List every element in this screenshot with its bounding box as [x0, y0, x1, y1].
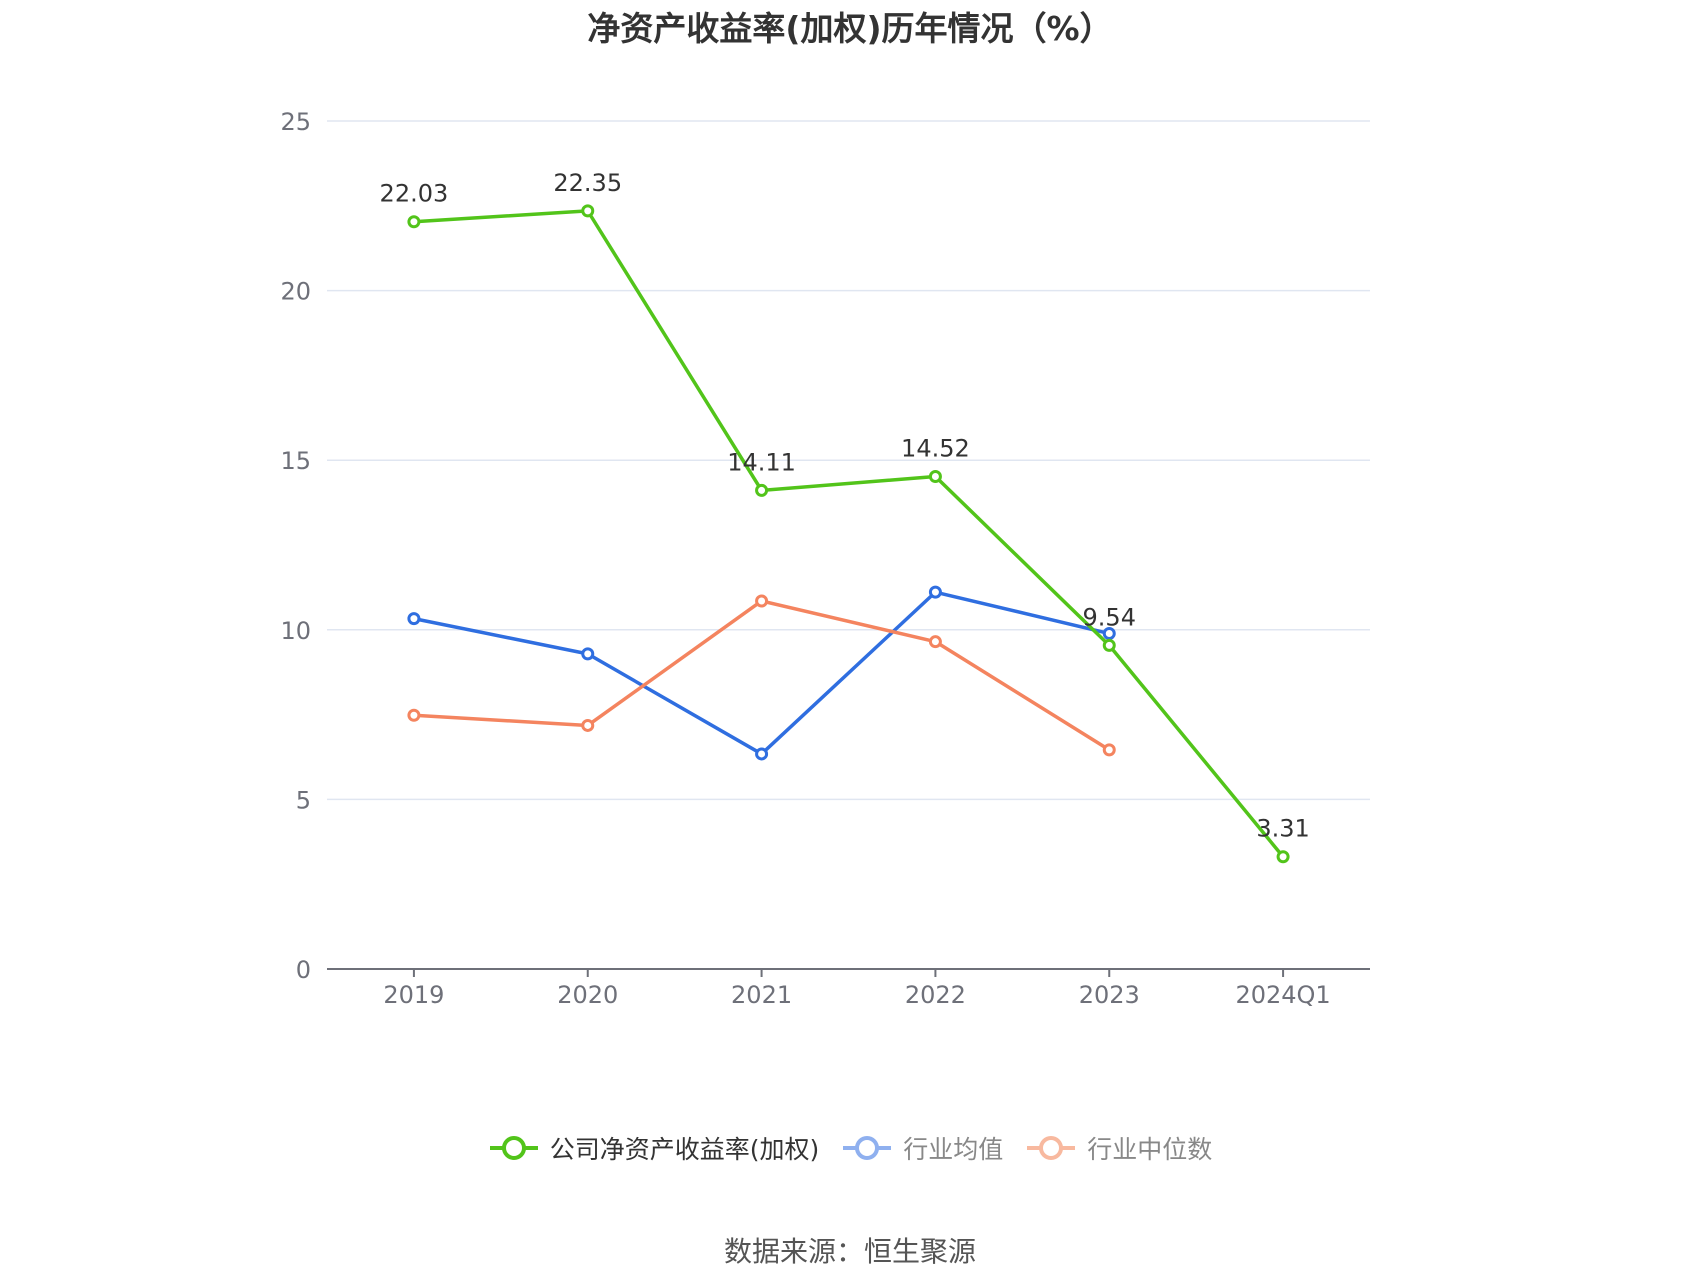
data-point: [581, 718, 595, 732]
data-source: 数据来源：恒生聚源: [723, 1235, 976, 1268]
y-tick-label: 0: [296, 956, 311, 984]
legend-label: 行业中位数: [1087, 1135, 1213, 1164]
data-label: 3.31: [1256, 815, 1309, 843]
x-tick-label: 2020: [557, 981, 618, 1009]
y-tick-label: 20: [280, 278, 311, 306]
chart-title: 净资产收益率(加权)历年情况（%）: [587, 9, 1113, 48]
data-label: 14.52: [901, 434, 970, 462]
data-point: [928, 469, 942, 483]
data-point: [407, 612, 421, 626]
y-tick-label: 15: [280, 447, 311, 475]
x-tick-label: 2024Q1: [1235, 981, 1330, 1009]
data-point: [581, 647, 595, 661]
legend-line-circle-icon: [489, 1136, 538, 1160]
series-line: [413, 209, 1285, 858]
y-tick-label: 5: [296, 786, 311, 814]
data-point: [407, 215, 421, 229]
legend-label: 公司净资产收益率(加权): [549, 1135, 820, 1164]
x-tick-label: 2023: [1079, 981, 1140, 1009]
data-point: [581, 204, 595, 218]
data-point: [928, 635, 942, 649]
series-line: [413, 599, 1111, 752]
legend-item[interactable]: 公司净资产收益率(加权): [488, 1130, 820, 1166]
data-point: [755, 594, 769, 608]
legend-item[interactable]: 行业均值: [841, 1130, 1003, 1166]
data-point: [407, 708, 421, 722]
data-point: [755, 483, 769, 497]
data-point: [1102, 743, 1116, 757]
legend-line-circle-icon: [843, 1136, 892, 1160]
data-point: [928, 585, 942, 599]
data-point: [755, 747, 769, 761]
y-tick-label: 25: [280, 108, 311, 136]
data-label: 22.03: [380, 180, 449, 208]
legend-item[interactable]: 行业中位数: [1025, 1130, 1212, 1166]
x-tick-label: 2021: [731, 981, 792, 1009]
data-label: 9.54: [1083, 603, 1136, 631]
data-label: 22.35: [553, 169, 622, 197]
x-tick-label: 2022: [905, 981, 966, 1009]
data-label: 14.11: [727, 448, 796, 476]
data-point: [1102, 627, 1116, 641]
legend-line-circle-icon: [1027, 1136, 1076, 1160]
x-tick-label: 2019: [383, 981, 444, 1009]
data-point: [1102, 638, 1116, 652]
legend-label: 行业均值: [903, 1135, 1004, 1164]
chart-legend: 公司净资产收益率(加权) 行业均值 行业中位数: [0, 1128, 1700, 1168]
y-tick-label: 10: [280, 617, 311, 645]
data-point: [1276, 850, 1290, 864]
series-line: [413, 590, 1110, 756]
